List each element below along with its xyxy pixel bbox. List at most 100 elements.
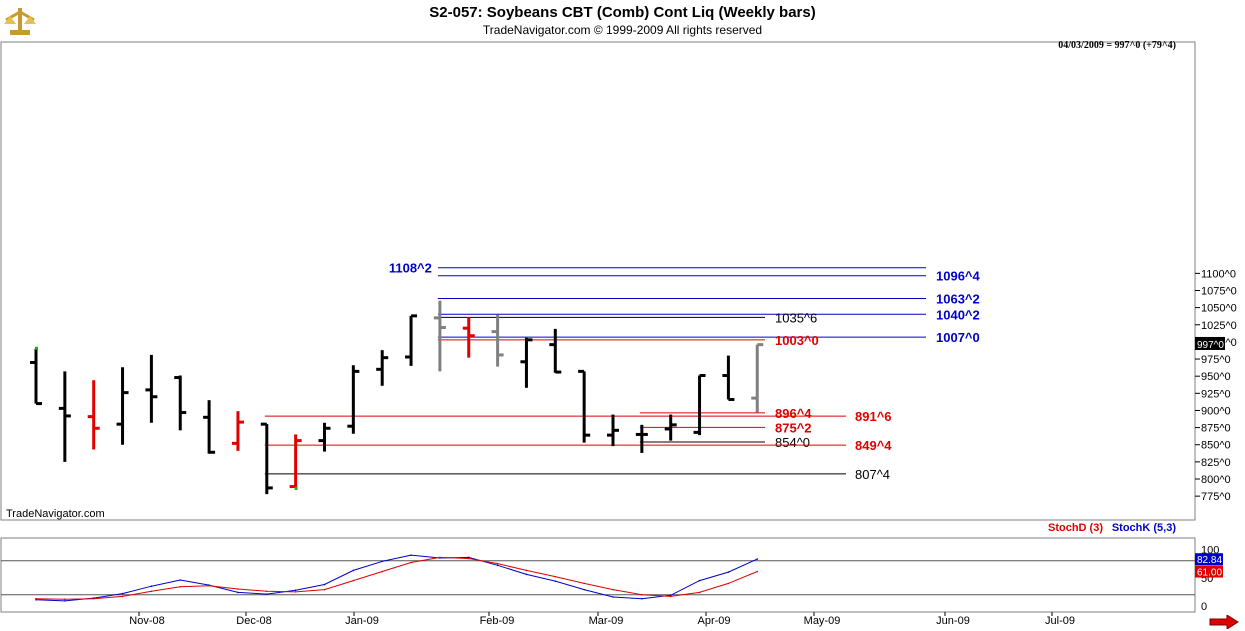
- stoch-k-point: [583, 588, 585, 591]
- level-label: 1003^0: [775, 333, 819, 348]
- level-label: 849^4: [855, 438, 892, 453]
- level-label: 1007^0: [936, 330, 980, 345]
- stoch-d-point: [208, 584, 210, 587]
- x-axis-label: May-09: [804, 615, 841, 627]
- level-label: 1096^4: [936, 269, 981, 284]
- x-axis-label: Jul-09: [1045, 615, 1075, 627]
- stoch-k-point: [64, 600, 66, 602]
- last-price-box: [1195, 336, 1225, 350]
- stoch-d-point: [121, 595, 124, 598]
- stoch-k-point: [727, 571, 730, 573]
- chart-title: S2-057: Soybeans CBT (Comb) Cont Liq (We…: [429, 4, 816, 21]
- level-label: 875^2: [775, 420, 812, 435]
- stoch-k-point: [121, 592, 124, 595]
- stoch-d-point: [35, 597, 37, 600]
- stoch-k-point: [266, 593, 268, 595]
- level-label: 1035^6: [775, 310, 817, 325]
- stoch-d-point: [583, 582, 585, 585]
- price-y-tick-label: 1025^0: [1201, 320, 1237, 332]
- price-y-tick-label: 925^0: [1201, 388, 1231, 400]
- price-y-tick-label: 850^0: [1201, 440, 1231, 452]
- price-y-tick-label: 825^0: [1201, 457, 1231, 469]
- stoch-k-point: [294, 589, 297, 591]
- stoch-k-point: [669, 594, 672, 597]
- stoch-d-point: [698, 591, 701, 594]
- stoch-d-point: [150, 590, 153, 593]
- stoch-d-last-label: 61.00: [1197, 568, 1222, 579]
- marker-low: [294, 486, 298, 490]
- price-y-tick-label: 875^0: [1201, 423, 1231, 435]
- stoch-k-point: [525, 573, 528, 576]
- price-y-tick-label: 800^0: [1201, 474, 1231, 486]
- price-y-tick-label: 1075^0: [1201, 285, 1237, 297]
- stoch-d-point: [612, 588, 614, 591]
- price-y-tick-label: 775^0: [1201, 491, 1231, 503]
- stoch-k-point: [496, 564, 499, 567]
- x-axis-label: Mar-09: [589, 615, 624, 627]
- stoch-k-point: [179, 579, 182, 581]
- stoch-d-point: [92, 597, 95, 600]
- x-axis-label: Jun-09: [936, 615, 970, 627]
- marker-high: [35, 346, 38, 350]
- price-y-tick-label: 1050^0: [1201, 303, 1237, 315]
- stoch-k-point: [150, 585, 153, 588]
- stoch-d-point: [381, 570, 384, 573]
- stoch-d-point: [756, 570, 759, 573]
- scroll-right-arrow-icon[interactable]: [1209, 615, 1239, 629]
- price-y-tick-label: 1100^0: [1201, 268, 1236, 280]
- stoch-k-last-box: [1195, 553, 1223, 566]
- stoch-d-last-box: [1195, 565, 1223, 578]
- stoch-d-point: [727, 582, 730, 585]
- last-price-label: 997^0: [1197, 340, 1224, 351]
- last-price-header: 04/03/2009 = 997^0 (+79^4): [1058, 40, 1176, 51]
- price-y-tick-label: 975^0: [1201, 354, 1231, 366]
- stoch-d-line: [35, 556, 758, 600]
- level-label: 1108^2: [389, 261, 432, 276]
- x-axis-label: Apr-09: [697, 615, 730, 627]
- stoch-d-point: [64, 598, 66, 601]
- level-label: 807^4: [855, 467, 890, 482]
- stoch-k-point: [410, 554, 412, 556]
- stoch-d-point: [294, 591, 297, 593]
- stoch-k-point: [467, 556, 470, 559]
- stoch-d-point: [496, 562, 499, 565]
- level-label: 1040^2: [936, 307, 980, 322]
- stoch-d-point: [525, 569, 528, 572]
- stoch-k-point: [756, 558, 759, 560]
- stoch-d-point: [352, 579, 355, 582]
- x-axis-label: Nov-08: [129, 615, 164, 627]
- stoch-k-point: [698, 579, 701, 582]
- stoch-y-tick-label: 0: [1201, 601, 1207, 613]
- stoch-k-last-label: 82.84: [1197, 555, 1222, 566]
- stoch-k-point: [352, 569, 355, 572]
- level-label: 896^4: [775, 406, 812, 421]
- price-y-tick-label: 900^0: [1201, 405, 1231, 417]
- stoch-d-point: [266, 590, 268, 593]
- stoch-k-point: [323, 583, 326, 586]
- stoch-k-line: [35, 554, 758, 602]
- x-axis-label: Feb-09: [480, 615, 515, 627]
- chart-subtitle: TradeNavigator.com © 1999-2009 All right…: [482, 23, 763, 37]
- stoch-d-point: [554, 575, 557, 578]
- watermark-text: TradeNavigator.com: [6, 508, 105, 520]
- legend-stochk: StochK (5,3): [1112, 522, 1177, 534]
- stoch-k-point: [35, 598, 37, 601]
- stoch-d-point: [669, 595, 672, 598]
- price-panel: [0, 41, 1196, 521]
- x-axis-label: Jan-09: [345, 615, 379, 627]
- stoch-d-point: [323, 588, 326, 591]
- x-axis-label: Dec-08: [236, 615, 271, 627]
- tradenavigator-logo-icon: [4, 8, 36, 35]
- legend-stochd: StochD (3): [1048, 522, 1103, 534]
- stoch-d-point: [179, 585, 182, 588]
- stoch-d-point: [439, 556, 441, 559]
- stoch-k-point: [237, 591, 239, 594]
- level-label: 1063^2: [936, 292, 980, 307]
- stoch-d-point: [641, 593, 643, 596]
- level-label: 891^6: [855, 409, 892, 424]
- stoch-d-point: [410, 561, 412, 564]
- price-y-tick-label: 950^0: [1201, 371, 1231, 383]
- stoch-k-point: [612, 596, 614, 598]
